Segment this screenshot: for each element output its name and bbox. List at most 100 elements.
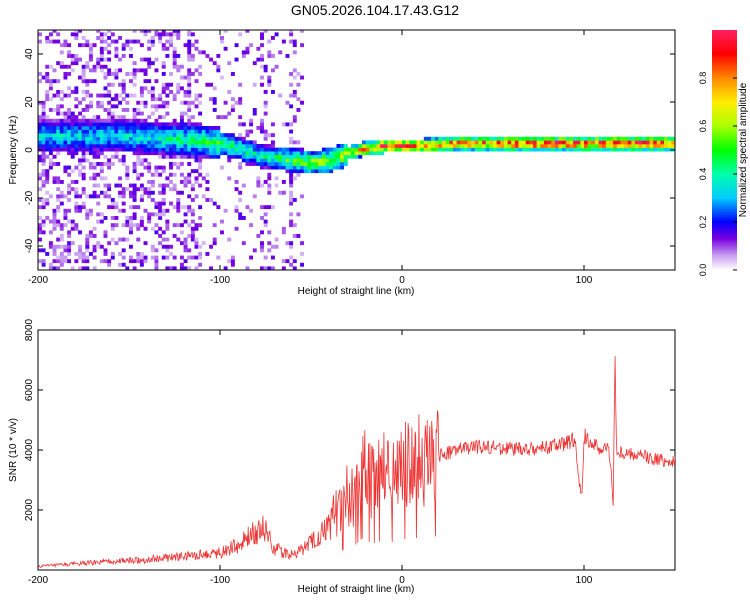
spectrogram-cell: [394, 147, 399, 152]
spectrogram-cell: [154, 133, 159, 138]
spectrogram-cell: [329, 162, 334, 166]
spectrogram-cell: [103, 194, 108, 199]
spectrogram-cell: [150, 180, 155, 184]
spectrogram-cell: [118, 122, 123, 127]
spectrogram-cell: [165, 154, 170, 159]
spectrogram-cell: [85, 133, 90, 138]
spectrogram-cell: [59, 122, 64, 127]
spectrogram-cell: [216, 154, 221, 159]
spectrogram-cell: [187, 194, 192, 199]
spectrogram-cell: [631, 144, 636, 148]
spectrogram-cell: [154, 205, 159, 210]
spectrogram-cell: [70, 219, 75, 224]
spectrogram-cell: [38, 126, 42, 130]
spectrogram-cell: [209, 57, 214, 62]
spectrogram-cell: [129, 226, 133, 231]
spectrogram-cell: [74, 252, 79, 256]
spectrogram-cell: [136, 39, 141, 44]
spectrogram-cell: [336, 162, 341, 166]
spectrogram-cell: [176, 162, 181, 166]
spectrogram-cell: [194, 176, 199, 181]
spectrogram-cell: [190, 237, 195, 242]
spectrogram-cell: [260, 75, 264, 80]
spectrogram-cell: [67, 241, 72, 246]
spectrogram-cell: [103, 248, 108, 253]
spectrogram-cell: [56, 244, 61, 249]
spectrogram-cell: [223, 100, 228, 105]
spectrogram-cell: [289, 201, 294, 206]
spectrogram-cell: [627, 140, 632, 145]
spectrogram-cell: [307, 165, 312, 170]
spectrogram-cell: [179, 122, 184, 127]
spectrogram-cell: [165, 183, 170, 188]
spectrogram-cell: [230, 108, 235, 112]
spectrogram-cell: [270, 54, 275, 58]
spectrogram-cell: [70, 223, 75, 228]
spectrogram-cell: [132, 259, 137, 264]
spectrogram-cell: [176, 122, 181, 127]
spectrogram-cell: [212, 144, 217, 148]
spectrogram-cell: [238, 151, 243, 156]
colorbar-ticks: 0.00.20.40.60.8: [698, 72, 737, 276]
spectrogram-cell: [147, 64, 152, 69]
spectrogram-cell: [190, 133, 195, 138]
spectrogram-cell: [311, 169, 315, 174]
spectrogram-cell: [92, 43, 97, 48]
spectrogram-cell: [300, 162, 305, 166]
spectrogram-cell: [45, 136, 50, 141]
spectrogram-cell: [48, 147, 53, 152]
spectrogram-cell: [150, 151, 155, 156]
spectrogram-cell: [41, 198, 46, 202]
spectrogram-cell: [45, 190, 50, 195]
spectrogram-cell: [187, 93, 192, 98]
spectrogram-cell: [125, 136, 130, 141]
spectrogram-cell: [267, 266, 272, 270]
spectrogram-cell: [427, 144, 432, 148]
spectrogram-cell: [456, 147, 461, 152]
spectrogram-cell: [547, 136, 552, 141]
spectrogram-cell: [230, 255, 235, 260]
spectrogram-cell: [67, 43, 72, 48]
spectrogram-cell: [41, 259, 46, 264]
spectrogram-cell: [63, 144, 68, 148]
spectrogram-cell: [38, 140, 42, 145]
spectrogram-cell: [343, 162, 348, 166]
spectrogram-cell: [99, 169, 104, 174]
spectrogram-cell: [41, 183, 46, 188]
spectrogram-cell: [187, 205, 192, 210]
spectrogram-cell: [56, 151, 61, 156]
spectrogram-cell: [594, 136, 599, 141]
spectrogram-cell: [114, 93, 119, 98]
spectrogram-cell: [267, 50, 272, 55]
spectrogram-cell: [263, 151, 268, 156]
spectrogram-cell: [307, 158, 312, 163]
spectrogram-cell: [63, 129, 68, 134]
spectrogram-cell: [59, 147, 64, 152]
spectrogram-cell: [176, 151, 181, 156]
spectrogram-cell: [85, 129, 90, 134]
spectrogram-cell: [52, 259, 57, 264]
spectrogram-cell: [187, 57, 192, 62]
spectrogram-cell: [118, 118, 123, 123]
spectrogram-cell: [85, 212, 90, 217]
spectrogram-cell: [292, 223, 297, 228]
spectrogram-cell: [241, 140, 246, 145]
spectrogram-cell: [263, 158, 268, 163]
spectrogram-cell: [558, 144, 563, 148]
spectrogram-cell: [347, 147, 352, 152]
spectrogram-cell: [161, 147, 166, 152]
spectrogram-cell: [216, 147, 221, 152]
spectrogram-cell: [263, 223, 268, 228]
spectrogram-cell: [96, 144, 101, 148]
spectrogram-cell: [642, 144, 647, 148]
spectrogram-cell: [121, 136, 126, 141]
spectrogram-cell: [52, 223, 57, 228]
spectrogram-cell: [183, 180, 188, 184]
spectrogram-cell: [394, 144, 399, 148]
spectrogram-cell: [143, 190, 148, 195]
spectrogram-cell: [107, 158, 112, 163]
spectrogram-cell: [67, 93, 72, 98]
spectrogram-cell: [547, 144, 552, 148]
spectrogram-cell: [292, 147, 297, 152]
spectrogram-cell: [292, 165, 297, 170]
